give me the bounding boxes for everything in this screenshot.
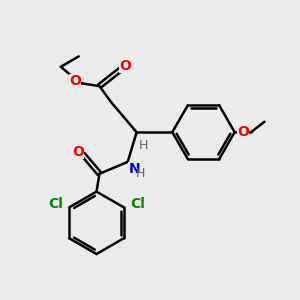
Text: O: O xyxy=(69,74,81,88)
Text: Cl: Cl xyxy=(48,196,63,211)
Text: O: O xyxy=(119,59,131,73)
Text: H: H xyxy=(139,139,148,152)
Text: N: N xyxy=(128,163,140,176)
Text: H: H xyxy=(136,167,146,180)
Text: Cl: Cl xyxy=(130,196,145,211)
Text: O: O xyxy=(237,124,249,139)
Text: O: O xyxy=(72,145,84,159)
